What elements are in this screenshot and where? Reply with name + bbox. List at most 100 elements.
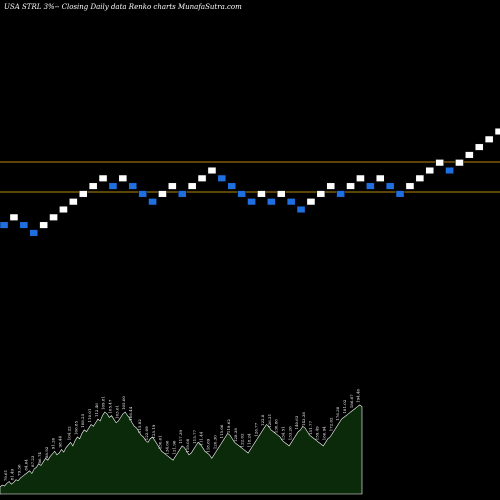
- volume-label-11: 106.85: [73, 421, 78, 435]
- volume-label-51: 186.67: [349, 394, 354, 408]
- volume-label-23: 130.61: [158, 435, 163, 449]
- renko-brick-up-16: [158, 190, 167, 198]
- renko-brick-down-22: [217, 174, 227, 182]
- renko-bricks: [0, 127, 500, 237]
- renko-brick-down-27: [267, 198, 276, 206]
- renko-brick-up-35: [346, 182, 355, 190]
- volume-label-6: 86.74: [37, 452, 42, 464]
- renko-brick-up-10: [98, 174, 108, 182]
- volume-label-16: 105.47: [108, 399, 113, 413]
- volume-label-36: 118.24: [246, 433, 251, 447]
- volume-label-2: 81.49: [10, 469, 15, 481]
- renko-brick-up-4: [39, 221, 48, 229]
- volume-label-22: 125.19: [151, 424, 156, 438]
- renko-brick-down-23: [227, 182, 237, 190]
- renko-brick-up-43: [425, 166, 435, 175]
- renko-brick-up-50: [494, 127, 500, 136]
- renko-brick-up-44: [435, 159, 444, 167]
- volume-label-28: 115.77: [192, 429, 197, 443]
- volume-label-24: 134.06: [164, 440, 169, 454]
- volume-label-47: 166.94: [322, 426, 327, 440]
- volume-label-27: 119.08: [185, 438, 190, 452]
- renko-brick-down-14: [138, 190, 147, 198]
- renko-brick-up-9: [88, 182, 98, 190]
- volume-label-46: 159.49: [315, 426, 320, 440]
- volume-label-9: 98.44: [57, 436, 62, 448]
- volume-label-44: 143.38: [301, 412, 306, 426]
- volume-labels: 77.0679.6181.4979.3684.0487.2386.7488.92…: [0, 388, 361, 484]
- volume-label-21: 122.09: [144, 426, 149, 440]
- renko-brick-up-32: [316, 190, 326, 198]
- renko-brick-down-2: [19, 221, 29, 229]
- volume-label-20: 115.82: [137, 419, 142, 433]
- volume-label-19: 106.44: [128, 406, 133, 420]
- renko-brick-down-0: [0, 221, 9, 229]
- volume-label-25: 121.96: [171, 440, 176, 454]
- renko-brick-down-37: [366, 182, 375, 190]
- renko-brick-up-28: [276, 190, 286, 198]
- volume-label-3: 79.36: [16, 464, 21, 476]
- volume-label-14: 112.46: [94, 403, 99, 417]
- renko-brick-up-19: [187, 182, 197, 190]
- volume-label-10: 104.22: [67, 426, 72, 440]
- renko-brick-up-5: [49, 213, 58, 221]
- volume-label-32: 115.06: [219, 424, 224, 438]
- renko-brick-up-20: [197, 174, 207, 182]
- renko-brick-up-48: [474, 143, 484, 151]
- volume-label-30: 118.69: [205, 438, 210, 452]
- renko-brick-up-31: [306, 198, 316, 206]
- volume-label-40: 130.86: [274, 419, 279, 433]
- renko-brick-down-29: [286, 198, 296, 206]
- renko-brick-up-8: [78, 190, 88, 198]
- volume-area: [0, 404, 363, 495]
- renko-brick-up-47: [465, 151, 474, 159]
- volume-label-31: 120.30: [212, 435, 217, 449]
- renko-brick-down-3: [29, 229, 39, 237]
- renko-brick-down-45: [445, 166, 454, 175]
- volume-label-35: 122.02: [240, 433, 245, 447]
- volume-label-17: 103.61: [114, 405, 119, 419]
- volume-label-26: 117.39: [178, 429, 183, 443]
- renko-brick-up-12: [118, 174, 128, 182]
- renko-brick-up-46: [455, 159, 464, 167]
- volume-label-34: 128.38: [233, 428, 238, 442]
- volume-label-0: 77.06: [0, 473, 1, 485]
- volume-label-4: 84.04: [23, 459, 28, 471]
- renko-brick-up-6: [59, 205, 68, 214]
- volume-label-43: 140.63: [294, 415, 299, 429]
- volume-label-50: 181.02: [342, 399, 347, 413]
- renko-brick-up-21: [207, 166, 217, 175]
- volume-label-41: 134.51: [281, 426, 286, 440]
- renko-brick-up-17: [168, 182, 177, 190]
- volume-label-39: 126.21: [267, 414, 272, 428]
- renko-brick-down-13: [128, 182, 138, 190]
- volume-label-48: 172.02: [328, 417, 333, 431]
- volume-label-15: 109.81: [101, 396, 106, 410]
- volume-label-37: 126.77: [253, 422, 258, 436]
- volume-label-33: 119.62: [226, 419, 231, 433]
- renko-brick-up-33: [326, 182, 336, 190]
- renko-brick-down-39: [385, 182, 395, 190]
- renko-brick-down-34: [336, 190, 345, 198]
- renko-brick-down-25: [247, 198, 256, 206]
- volume-label-8: 91.26: [51, 437, 56, 449]
- renko-brick-up-42: [415, 174, 425, 182]
- volume-label-1: 79.61: [3, 470, 8, 481]
- renko-brick-up-26: [257, 190, 266, 198]
- volume-label-42: 133.26: [287, 426, 292, 440]
- renko-brick-down-40: [395, 190, 405, 198]
- renko-brick-down-11: [108, 182, 118, 190]
- renko-brick-up-41: [405, 182, 415, 190]
- volume-label-45: 151.77: [308, 421, 313, 435]
- volume-label-38: 122.8: [260, 414, 265, 426]
- renko-brick-down-24: [237, 190, 246, 198]
- volume-label-7: 88.92: [44, 446, 49, 458]
- volume-label-29: 111.44: [199, 431, 204, 445]
- renko-brick-up-7: [69, 198, 78, 206]
- volume-label-5: 87.23: [30, 455, 35, 467]
- volume-label-49: 176.38: [335, 406, 340, 420]
- volume-label-18: 105.00: [121, 396, 126, 410]
